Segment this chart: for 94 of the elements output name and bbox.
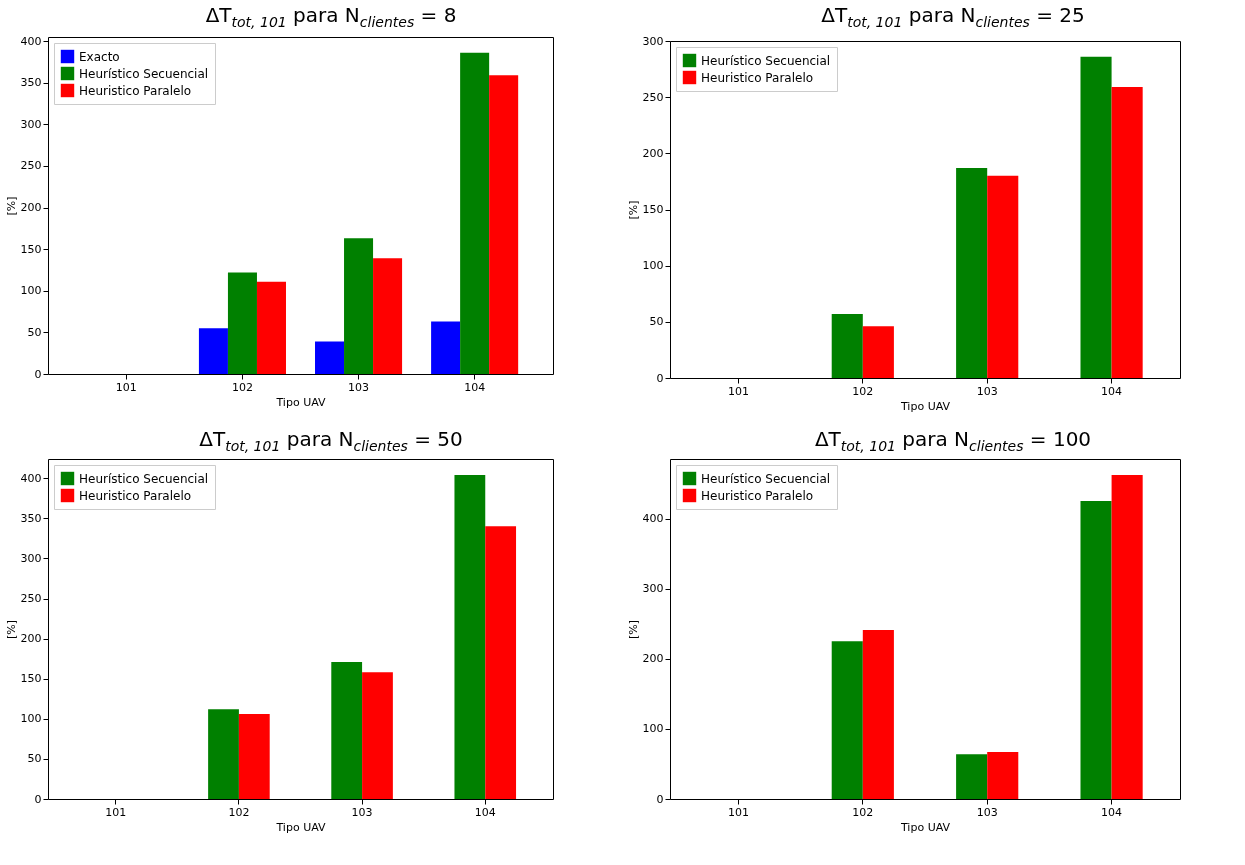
x-axis-title: Tipo UAV [275,820,326,834]
y-axis-title: [%] [626,619,640,640]
x-tick-label: 103 [351,805,373,819]
x-tick-label: 101 [727,805,749,819]
bar [256,281,286,374]
bar [987,752,1019,799]
y-tick-label: 100 [642,722,664,736]
bar [831,641,863,799]
legend-label: Heurístico Secuencial [701,471,831,486]
bar [862,630,894,799]
bar [198,328,228,374]
chart-title: ΔT$_{tot, 101}$ para N$_{clientes}$ = 50 [198,426,464,454]
legend-label: Heuristico Paralelo [79,488,192,503]
y-axis-title: [%] [4,619,18,640]
x-tick-label: 102 [852,384,874,398]
legend-label: Heurístico Secuencial [701,53,831,68]
y-tick-label: 250 [20,592,42,606]
legend-label: Exacto [79,49,120,64]
y-axis-title: [%] [4,196,18,216]
y-tick-label: 400 [20,471,42,485]
bar [373,258,403,374]
bar [489,75,519,374]
y-tick-label: 0 [656,792,664,806]
bar [362,672,393,799]
bar [315,341,345,374]
y-tick-label: 200 [20,632,42,646]
legend-label: Heurístico Secuencial [79,66,209,81]
legend-label: Heuristico Paralelo [701,70,814,85]
y-tick-label: 50 [27,325,42,339]
bar [454,475,486,799]
x-tick-label: 102 [231,380,253,394]
y-tick-label: 0 [34,367,42,381]
y-tick-label: 250 [20,159,42,173]
y-tick-label: 350 [20,76,42,90]
y-axis-title: [%] [626,200,640,220]
y-tick-label: 150 [20,672,42,686]
y-tick-label: 200 [642,652,664,666]
y-tick-label: 150 [20,242,42,256]
x-tick-label: 104 [474,805,496,819]
x-tick-label: 103 [348,380,370,394]
x-tick-label: 102 [228,805,250,819]
y-tick-label: 400 [642,512,664,526]
bar [987,175,1019,378]
bar [431,321,461,374]
x-tick-label: 101 [115,380,137,394]
y-tick-label: 400 [20,34,42,48]
y-tick-label: 250 [642,90,664,104]
bar [1111,475,1143,799]
bar [238,714,270,799]
x-tick-label: 101 [105,805,127,819]
bar [956,167,988,378]
y-tick-label: 100 [20,284,42,298]
y-tick-label: 300 [20,551,42,565]
y-tick-label: 200 [642,146,664,160]
bar [956,754,988,799]
x-tick-label: 104 [1101,805,1123,819]
bar [227,272,257,374]
bar [344,238,374,374]
y-tick-label: 150 [642,203,664,216]
bar [485,526,517,799]
bar [208,709,239,799]
y-tick-label: 300 [20,117,42,131]
x-tick-label: 103 [976,384,998,398]
chart-title: ΔT$_{tot, 101}$ para N$_{clientes}$ = 100 [813,426,1093,454]
x-axis-title: Tipo UAV [899,399,951,413]
chart-title: ΔT$_{tot, 101}$ para N$_{clientes}$ = 8 [204,2,458,30]
y-tick-label: 300 [642,34,664,48]
bar [831,313,863,378]
x-tick-label: 101 [727,384,749,398]
bar [1080,56,1112,378]
legend-label: Heuristico Paralelo [701,488,814,503]
bar [460,52,490,374]
y-tick-label: 350 [20,511,42,525]
y-tick-label: 100 [20,712,42,726]
y-tick-label: 100 [642,259,664,273]
y-tick-label: 0 [34,792,42,806]
y-tick-label: 200 [20,201,42,215]
bar [1111,87,1143,378]
legend-label: Heuristico Paralelo [79,83,192,98]
bar [862,326,894,378]
y-tick-label: 50 [649,315,664,329]
x-tick-label: 104 [1101,384,1123,398]
y-tick-label: 50 [27,752,42,766]
bar [1080,501,1112,799]
legend-label: Heurístico Secuencial [79,471,209,486]
bar [331,661,363,799]
x-tick-label: 103 [976,805,998,819]
x-tick-label: 102 [852,805,874,819]
chart-title: ΔT$_{tot, 101}$ para N$_{clientes}$ = 25 [820,2,1086,30]
x-axis-title: Tipo UAV [899,820,951,834]
x-axis-title: Tipo UAV [275,395,326,409]
y-tick-label: 0 [656,371,664,385]
y-tick-label: 300 [642,582,664,596]
x-tick-label: 104 [464,380,486,394]
